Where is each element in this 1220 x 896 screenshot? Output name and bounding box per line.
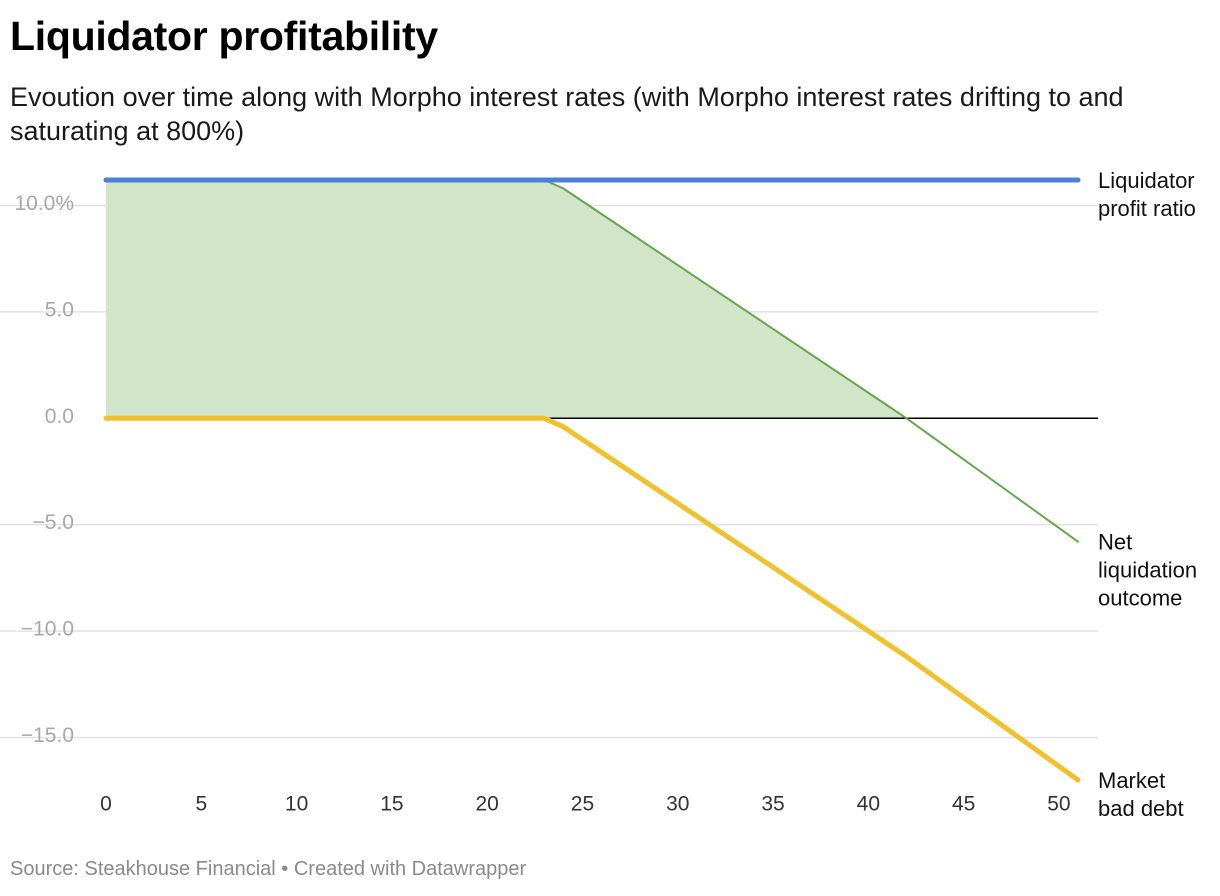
x-tick-label: 50	[1047, 793, 1070, 816]
profit-ratio-label: Liquidator profit ratio	[1098, 168, 1196, 221]
series-labels: Liquidator profit ratio Net liquidation outc…	[1098, 168, 1197, 821]
chart-subtitle: Evoution over time along with Morpho int…	[10, 82, 1124, 146]
y-tick-label: −10.0	[21, 618, 74, 641]
source-note: Source: Steakhouse Financial	[10, 858, 276, 880]
x-tick-label: 10	[285, 793, 308, 816]
chart-title: Liquidator profitability	[10, 13, 438, 59]
x-tick-label: 0	[100, 793, 112, 816]
y-tick-label: 0.0	[45, 405, 74, 428]
x-tick-label: 5	[195, 793, 207, 816]
bad-debt-line	[103, 415, 1081, 783]
y-axis-ticks: 10.0% 5.0 0.0 −5.0 −10.0 −15.0	[14, 192, 74, 747]
credit-note: Created with Datawrapper	[293, 858, 527, 880]
net-outcome-label: Net liquidation outcome	[1098, 530, 1197, 611]
x-tick-label: 35	[761, 793, 784, 816]
chart-footer: Source: Steakhouse Financial • Created w…	[10, 858, 526, 881]
y-tick-label: 10.0%	[14, 192, 74, 215]
series-lines	[103, 177, 1081, 783]
x-tick-label: 45	[952, 793, 975, 816]
y-tick-label: 5.0	[45, 298, 74, 321]
positive-outcome-area	[106, 180, 1078, 419]
bad-debt-label: Market bad debt	[1098, 768, 1184, 821]
footer-separator: •	[275, 858, 294, 880]
y-tick-label: −15.0	[21, 724, 74, 747]
x-tick-label: 25	[571, 793, 594, 816]
x-axis-ticks: 0 5 10 15 20 25 30 35 40 45 50	[100, 793, 1070, 816]
y-tick-label: −5.0	[33, 511, 74, 534]
area-fills	[106, 180, 1078, 419]
x-tick-label: 30	[666, 793, 689, 816]
x-tick-label: 20	[475, 793, 498, 816]
x-tick-label: 15	[380, 793, 403, 816]
x-tick-label: 40	[857, 793, 880, 816]
